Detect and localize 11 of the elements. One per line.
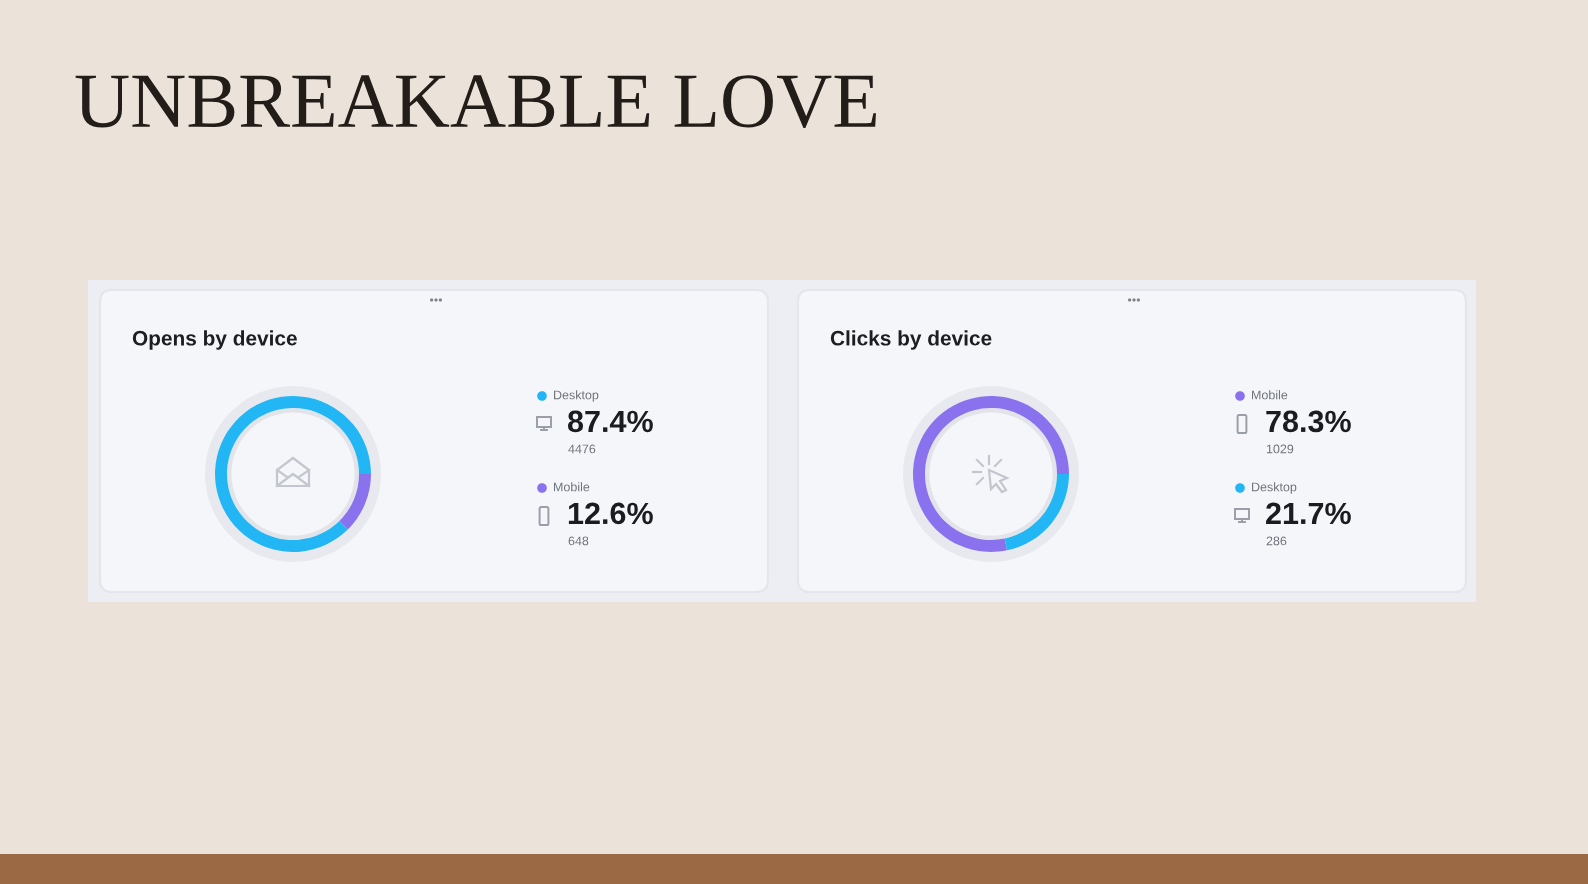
donut-slice — [1004, 474, 1069, 551]
chart-title: Opens by device — [132, 330, 297, 350]
data-label: 12.6% — [568, 502, 653, 525]
donut-slice — [215, 396, 371, 552]
data-label: 21.7% — [1266, 502, 1351, 525]
donut-slice — [913, 396, 1069, 552]
chart-title: Clicks by device — [830, 330, 992, 350]
text: UNBREAKABLE LOVE — [75, 75, 876, 128]
donut-slice — [339, 474, 371, 530]
data-label: 87.4% — [567, 410, 653, 433]
data-label: 78.3% — [1266, 410, 1351, 433]
